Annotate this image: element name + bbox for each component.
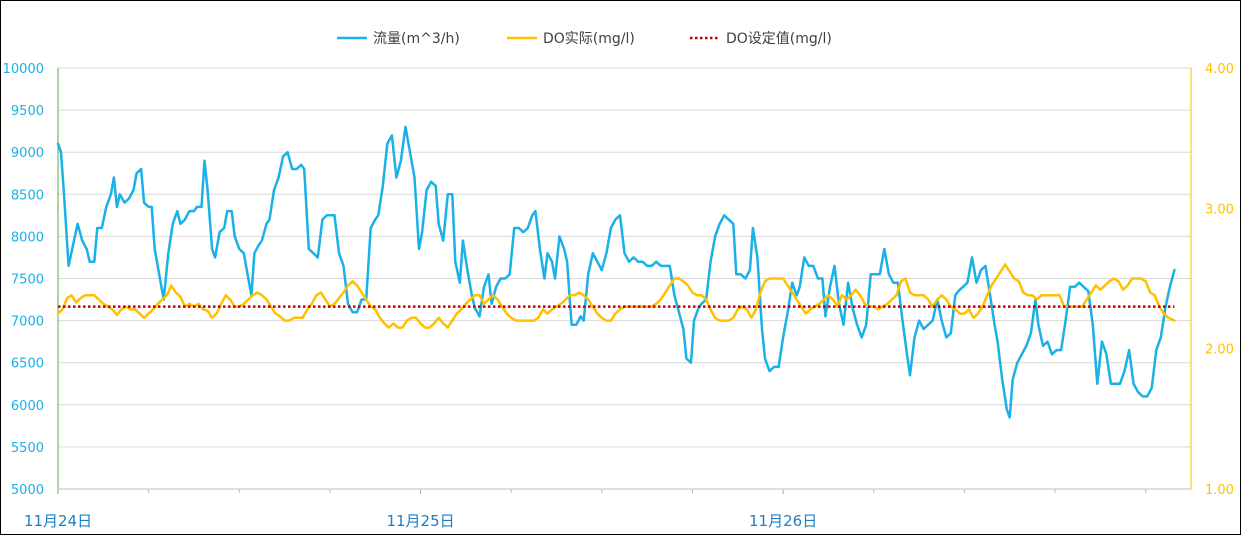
y-left-tick-label: 6000 bbox=[11, 399, 44, 414]
y-left-tick-label: 9500 bbox=[11, 104, 44, 119]
gridlines bbox=[58, 67, 1191, 490]
x-tick-label: 11月24日 bbox=[24, 512, 92, 530]
y-right-tick-label: 4.00 bbox=[1205, 62, 1234, 77]
flow-series-line bbox=[56, 125, 1176, 419]
y-left-tick-label: 7000 bbox=[11, 315, 44, 330]
legend-item-do-setpoint: DO设定值(mg/l) bbox=[690, 31, 832, 47]
y-left-tick-label: 5500 bbox=[11, 441, 44, 456]
tick-labels: 5000 5500 6000 6500 7000 7500 8000 8500 9000 9500… bbox=[3, 62, 1234, 530]
y-left-tick-label: 8000 bbox=[11, 230, 44, 245]
legend-label: 流量(m^3/h) bbox=[373, 31, 460, 47]
y-right-tick-label: 2.00 bbox=[1205, 343, 1234, 358]
axes bbox=[57, 68, 1192, 494]
legend: 流量(m^3/h) DO实际(mg/l) DO设定值(mg/l) bbox=[337, 31, 832, 47]
x-tick-label: 11月25日 bbox=[386, 512, 454, 530]
legend-label: DO设定值(mg/l) bbox=[726, 31, 832, 47]
x-tick-label: 11月26日 bbox=[749, 512, 817, 530]
y-left-tick-label: 10000 bbox=[3, 62, 44, 77]
y-left-tick-label: 7500 bbox=[11, 273, 44, 288]
legend-label: DO实际(mg/l) bbox=[543, 31, 635, 47]
y-left-tick-label: 8500 bbox=[11, 188, 44, 203]
y-right-tick-label: 3.00 bbox=[1205, 202, 1234, 217]
series bbox=[56, 125, 1176, 419]
y-left-tick-label: 9000 bbox=[11, 146, 44, 161]
y-left-tick-label: 5000 bbox=[11, 483, 44, 498]
y-right-tick-label: 1.00 bbox=[1205, 483, 1234, 498]
legend-item-flow: 流量(m^3/h) bbox=[337, 31, 460, 47]
y-left-tick-label: 6500 bbox=[11, 357, 44, 372]
legend-item-do-actual: DO实际(mg/l) bbox=[507, 31, 635, 47]
do-actual-series-line bbox=[56, 263, 1176, 329]
